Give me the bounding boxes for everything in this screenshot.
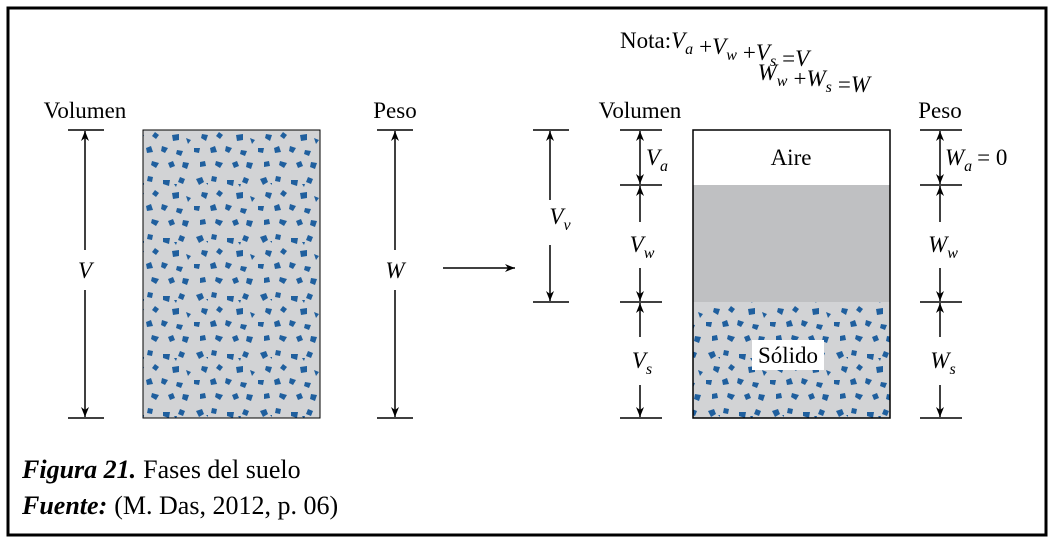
operator: + [793, 66, 806, 91]
symbol: W [928, 232, 949, 257]
volume-symbol: V [78, 258, 95, 283]
volume-label: Volumen [599, 98, 682, 123]
subscript: w [726, 47, 737, 64]
water-phase [693, 185, 890, 302]
source-text: (M. Das, 2012, p. 06) [114, 491, 338, 520]
subscript: s [826, 79, 832, 96]
volume-label: Volumen [44, 98, 127, 123]
source-label: Fuente: [21, 491, 107, 520]
air-phase [693, 130, 890, 185]
value: = 0 [977, 145, 1007, 170]
subscript: a [660, 158, 668, 175]
operator: = [782, 46, 795, 71]
figure-caption: Figura 21. Fases del suelo [21, 455, 301, 484]
dimension-label: Wa = 0 [945, 145, 1007, 175]
weight-label: Peso [373, 98, 416, 123]
source-caption: Fuente: (M. Das, 2012, p. 06) [21, 491, 338, 520]
dimension-label: Vs [632, 348, 652, 378]
note-label: Nota: [620, 28, 671, 53]
dimension-label: Ws [930, 348, 955, 378]
phase-box [692, 129, 891, 419]
soil-block [142, 129, 321, 419]
operator: = [838, 72, 851, 97]
symbol: V [549, 204, 566, 229]
dimension-label: Vw [630, 232, 655, 262]
operator: + [743, 40, 756, 65]
air-label: Aire [771, 145, 812, 170]
symbol: V [632, 348, 649, 373]
operator: + [699, 34, 712, 59]
dimension-label: Vv [549, 204, 571, 234]
solid-label: Sólido [758, 343, 818, 368]
dimension-label: Ww [928, 232, 958, 262]
symbol: V [712, 34, 729, 59]
subscript: w [644, 245, 655, 262]
subscript: a [685, 41, 693, 58]
subscript: v [563, 217, 571, 234]
weight-symbol: W [385, 258, 406, 283]
symbol: W [945, 145, 966, 170]
symbol: V [671, 28, 688, 53]
subscript: s [770, 53, 776, 70]
note-line: Nota:Va +Vw +Vs =V [620, 28, 812, 71]
subscript: w [947, 245, 958, 262]
symbol: W [806, 66, 827, 91]
subscript: a [964, 158, 972, 175]
frame [6, 6, 1048, 537]
right-dimensions [533, 129, 962, 419]
result: W [851, 72, 872, 97]
solid-label-bg [752, 340, 824, 370]
figure-text: Fases del suelo [143, 455, 300, 484]
symbol: W [758, 60, 779, 85]
symbol: V [756, 40, 773, 65]
symbol: V [630, 232, 647, 257]
note-line: Ww +Ws =W [758, 60, 872, 97]
symbol: V [646, 145, 663, 170]
left-dimensions [68, 129, 515, 419]
dimension-label: Va [646, 145, 668, 175]
subscript: s [949, 361, 955, 378]
subscript: w [777, 73, 788, 90]
weight-label: Peso [918, 98, 961, 123]
symbol: W [930, 348, 951, 373]
figure-label: Figura 21. [21, 455, 136, 484]
result: V [795, 46, 812, 71]
subscript: s [646, 361, 652, 378]
